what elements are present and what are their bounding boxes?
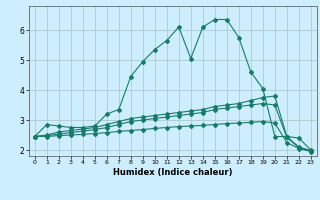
X-axis label: Humidex (Indice chaleur): Humidex (Indice chaleur) [113,168,233,177]
